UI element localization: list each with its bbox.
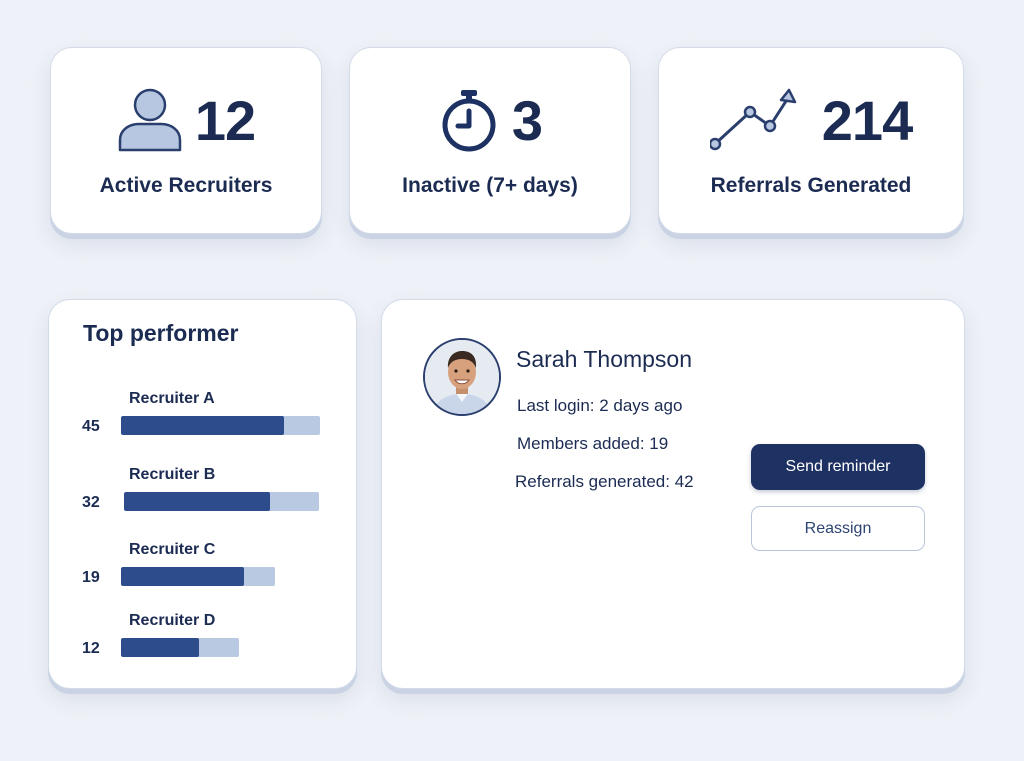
recruiter-value: 12 bbox=[82, 640, 100, 657]
recruiter-name: Recruiter A bbox=[129, 390, 215, 407]
bar-track bbox=[124, 492, 319, 511]
bar-fill bbox=[121, 638, 199, 657]
last-login-text: Last login: 2 days ago bbox=[517, 396, 683, 415]
bar-track bbox=[121, 416, 320, 435]
list-item: Recruiter A 45 bbox=[49, 390, 356, 450]
recruiter-name: Recruiter B bbox=[129, 466, 216, 483]
list-item: Recruiter C 19 bbox=[49, 541, 356, 601]
profile-name: Sarah Thompson bbox=[516, 346, 693, 372]
recruiter-value: 45 bbox=[82, 418, 100, 435]
stat-card-active-recruiters: 12 Active Recruiters bbox=[50, 47, 322, 234]
recruiter-value: 32 bbox=[82, 494, 100, 511]
trend-up-icon bbox=[709, 88, 797, 151]
bar-track bbox=[121, 638, 239, 657]
stat-label: Active Recruiters bbox=[99, 174, 273, 197]
stat-value: 214 bbox=[821, 88, 913, 152]
recruiter-profile-card: Sarah Thompson Last login: 2 days ago Me… bbox=[381, 299, 965, 689]
recruiter-name: Recruiter C bbox=[129, 541, 216, 558]
bar-fill bbox=[121, 416, 285, 435]
stat-card-inactive: 3 Inactive (7+ days) bbox=[349, 47, 631, 234]
bar-fill bbox=[121, 567, 245, 586]
list-item: Recruiter B 32 bbox=[49, 466, 356, 526]
timer-icon bbox=[442, 90, 496, 152]
top-performer-title: Top performer bbox=[83, 320, 239, 346]
referrals-generated-text: Referrals generated: 42 bbox=[515, 472, 694, 491]
person-portrait-icon bbox=[425, 340, 499, 414]
stat-label: Referrals Generated bbox=[710, 174, 912, 197]
stat-card-referrals: 214 Referrals Generated bbox=[658, 47, 964, 234]
members-added-text: Members added: 19 bbox=[517, 434, 669, 453]
stat-value: 12 bbox=[194, 88, 256, 152]
bar-track bbox=[121, 567, 275, 586]
send-reminder-button[interactable]: Send reminder bbox=[751, 444, 925, 490]
recruiter-value: 19 bbox=[82, 569, 100, 586]
list-item: Recruiter D 12 bbox=[49, 612, 356, 672]
top-performer-card: Top performer Recruiter A 45 Recruiter B… bbox=[48, 299, 357, 689]
recruiter-name: Recruiter D bbox=[129, 612, 216, 629]
stat-label: Inactive (7+ days) bbox=[402, 174, 578, 197]
user-icon bbox=[118, 88, 182, 152]
stat-value: 3 bbox=[511, 88, 543, 152]
bar-fill bbox=[124, 492, 271, 511]
reassign-button[interactable]: Reassign bbox=[751, 506, 925, 551]
avatar[interactable] bbox=[423, 338, 501, 416]
